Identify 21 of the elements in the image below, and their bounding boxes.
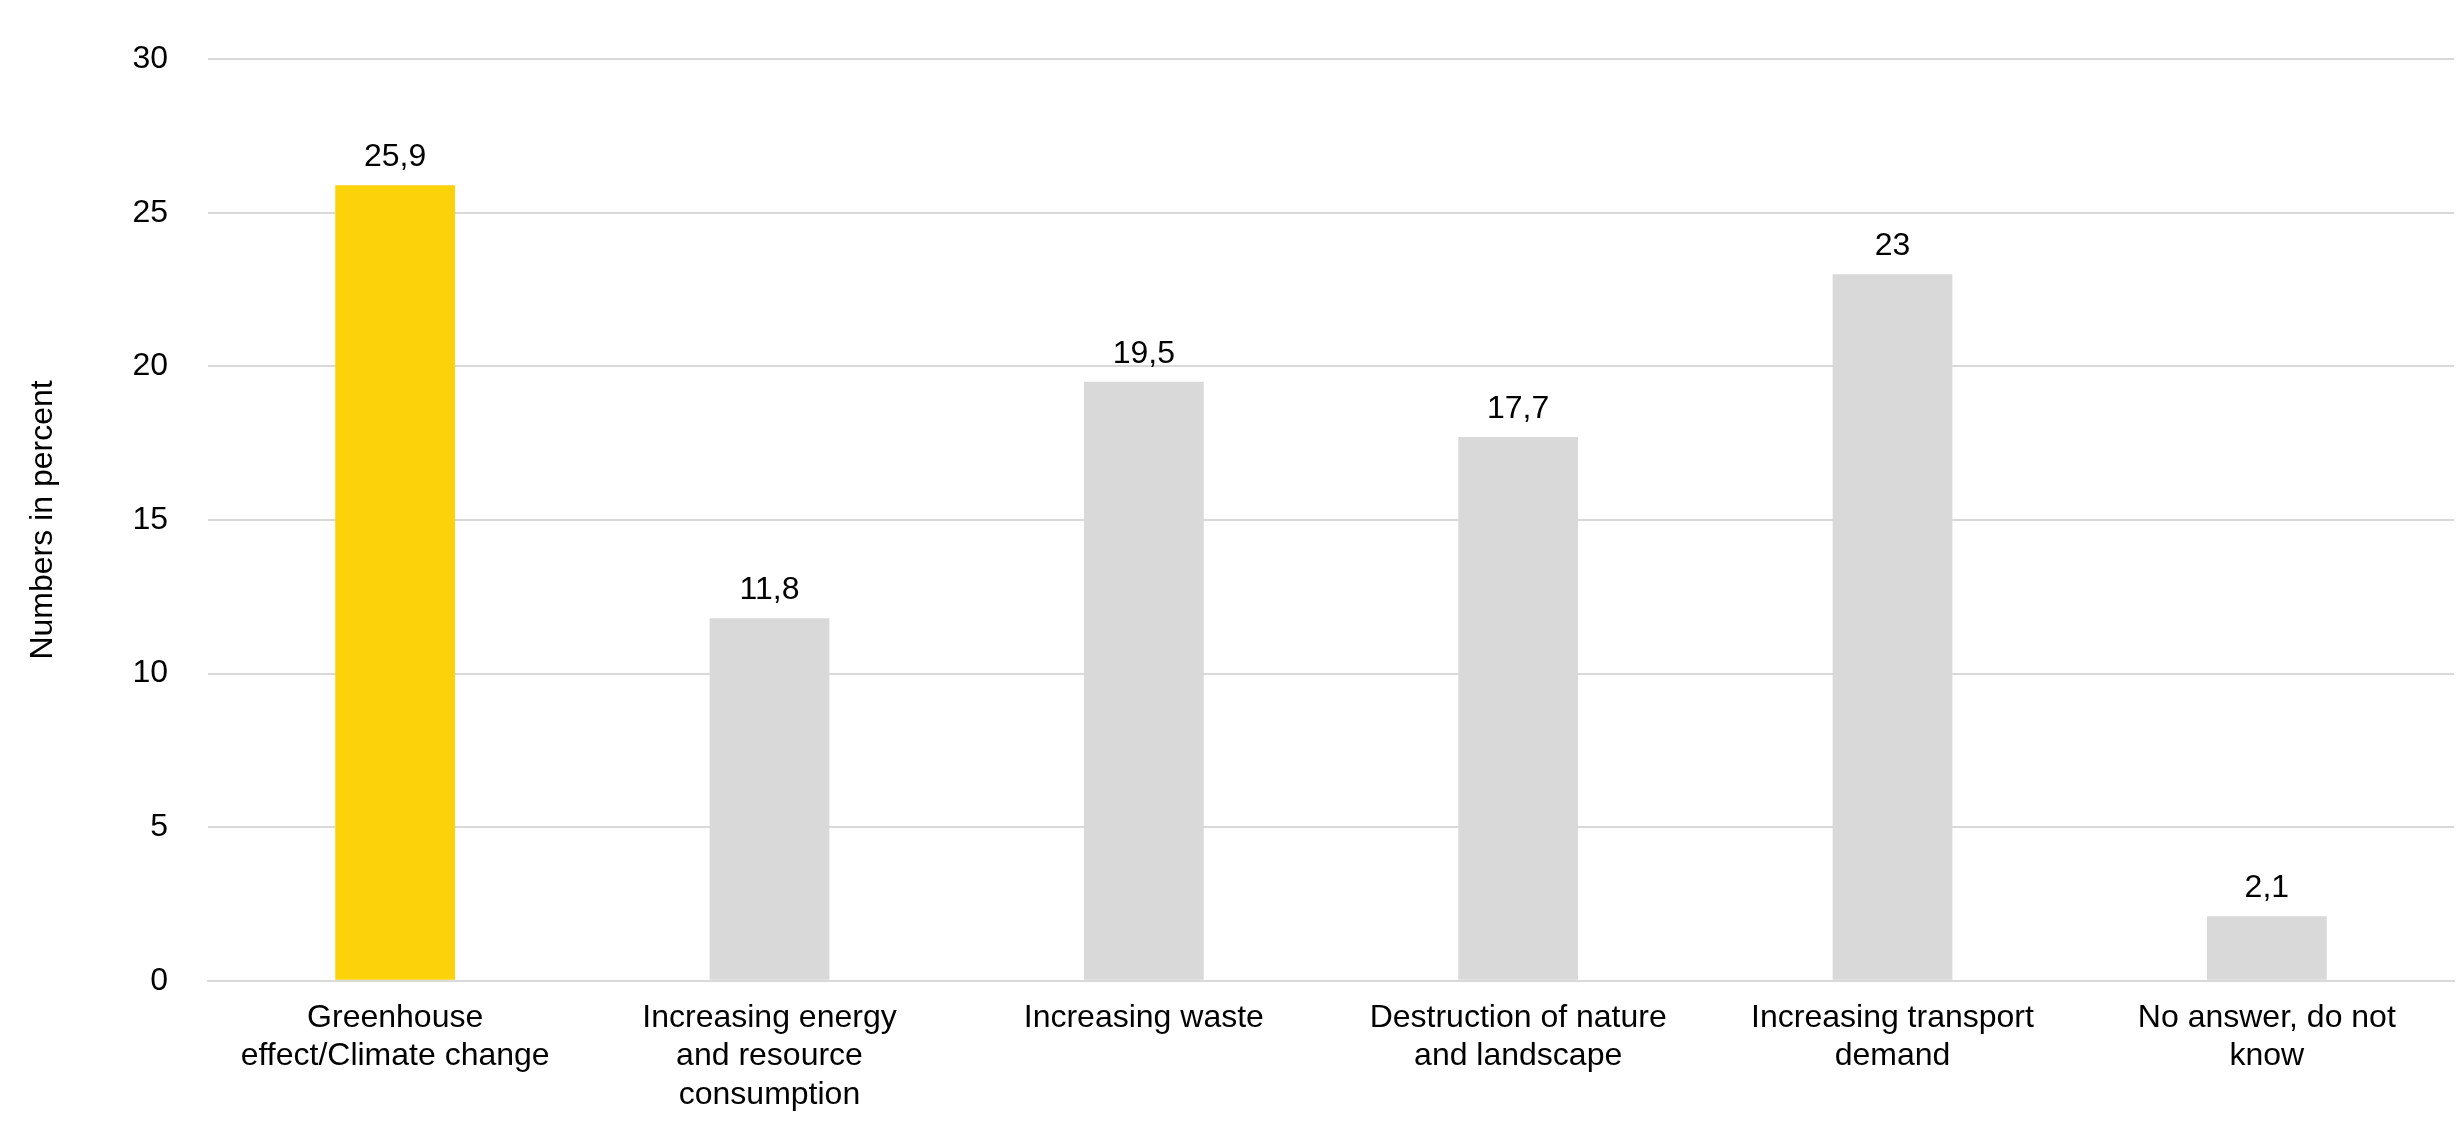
y-tick-label: 20 (132, 346, 168, 383)
x-tick-label: Increasing waste (1023, 997, 1264, 1034)
y-tick-label: 25 (132, 192, 168, 229)
bar (335, 185, 456, 980)
data-label: 17,7 (1487, 388, 1550, 425)
x-tick-label: Destruction of nature and landscape (1369, 997, 1667, 1073)
y-tick-label: 30 (132, 39, 168, 76)
data-label: 25,9 (364, 136, 427, 173)
data-label: 23 (1874, 226, 1911, 263)
y-tick-label: 10 (132, 653, 168, 690)
data-label: 19,5 (1112, 333, 1175, 370)
y-axis-title: Numbers in percent (23, 380, 60, 660)
x-tick-label: No answer, do not know (2137, 997, 2396, 1073)
y-tick-label: 15 (132, 499, 168, 536)
x-tick-label: Increasing transport demand (1751, 997, 2035, 1073)
x-tick-label: Greenhouse effect/Climate change (240, 997, 550, 1073)
x-tick-label: Increasing energy and resource consumption (642, 997, 897, 1111)
y-tick-label: 5 (150, 807, 168, 844)
y-tick-label: 0 (150, 960, 168, 997)
data-label: 11,8 (739, 570, 800, 607)
data-label: 2,1 (2244, 868, 2290, 905)
